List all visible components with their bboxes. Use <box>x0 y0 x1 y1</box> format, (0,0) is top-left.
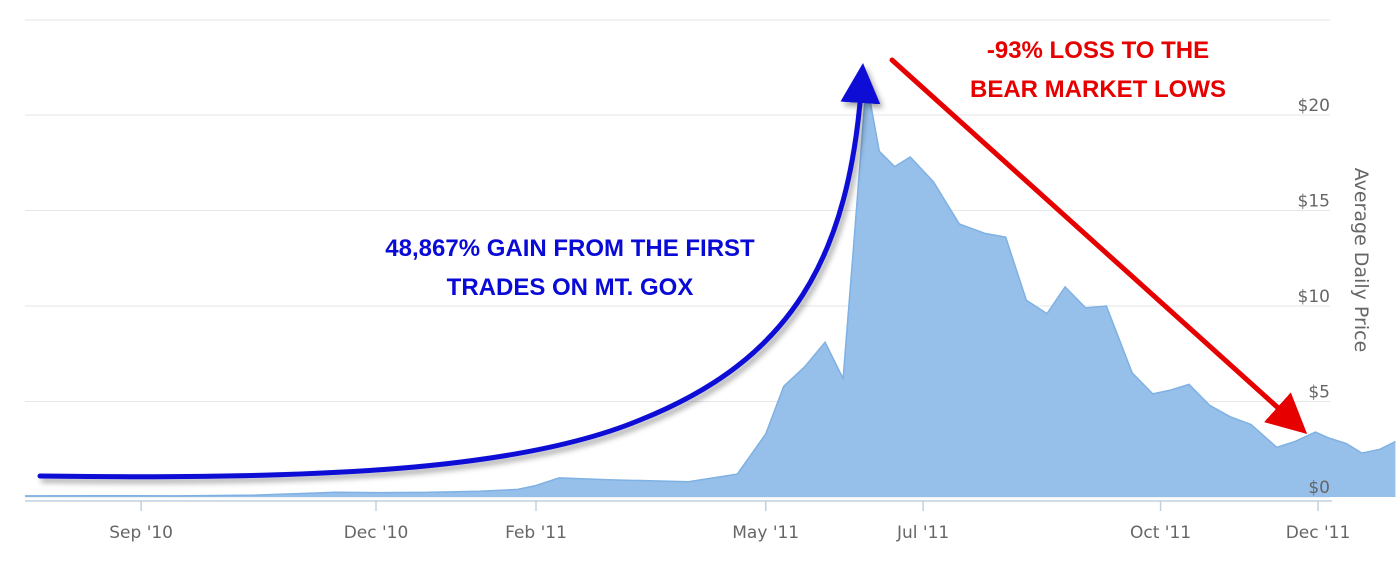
x-tick-label: Oct '11 <box>1130 523 1191 543</box>
y-axis-label: Average Daily Price <box>1350 168 1372 353</box>
x-tick-label: Dec '10 <box>344 523 409 543</box>
gain-annotation-line2: TRADES ON MT. GOX <box>447 274 694 301</box>
x-tick-label: May '11 <box>732 523 799 543</box>
loss-arrow <box>889 57 1308 435</box>
x-tick-label: Jul '11 <box>896 523 949 543</box>
y-tick-label: $10 <box>1298 287 1330 307</box>
y-tick-label: $15 <box>1298 192 1330 212</box>
gain-arrow <box>37 63 881 480</box>
axes <box>25 500 1332 511</box>
x-tick-label: Dec '11 <box>1286 523 1351 543</box>
gain-annotation-line1: 48,867% GAIN FROM THE FIRST <box>385 235 755 262</box>
x-tick-labels: Sep '10 Dec '10 Feb '11 May '11 Jul '11 Oct '… <box>109 523 1350 543</box>
y-tick-label: $5 <box>1308 383 1330 403</box>
loss-annotation-line1: -93% LOSS TO THE <box>987 37 1209 64</box>
y-tick-label: $20 <box>1298 96 1330 116</box>
price-area <box>25 80 1396 497</box>
series-area-layer <box>24 80 1396 497</box>
y-tick-label: $0 <box>1308 478 1330 498</box>
y-tick-labels: $0 $5 $10 $15 $20 <box>1298 96 1330 498</box>
x-tick-label: Sep '10 <box>109 523 173 543</box>
price-line <box>24 80 1396 497</box>
loss-annotation-line2: BEAR MARKET LOWS <box>970 76 1226 103</box>
x-tick-label: Feb '11 <box>505 523 567 543</box>
